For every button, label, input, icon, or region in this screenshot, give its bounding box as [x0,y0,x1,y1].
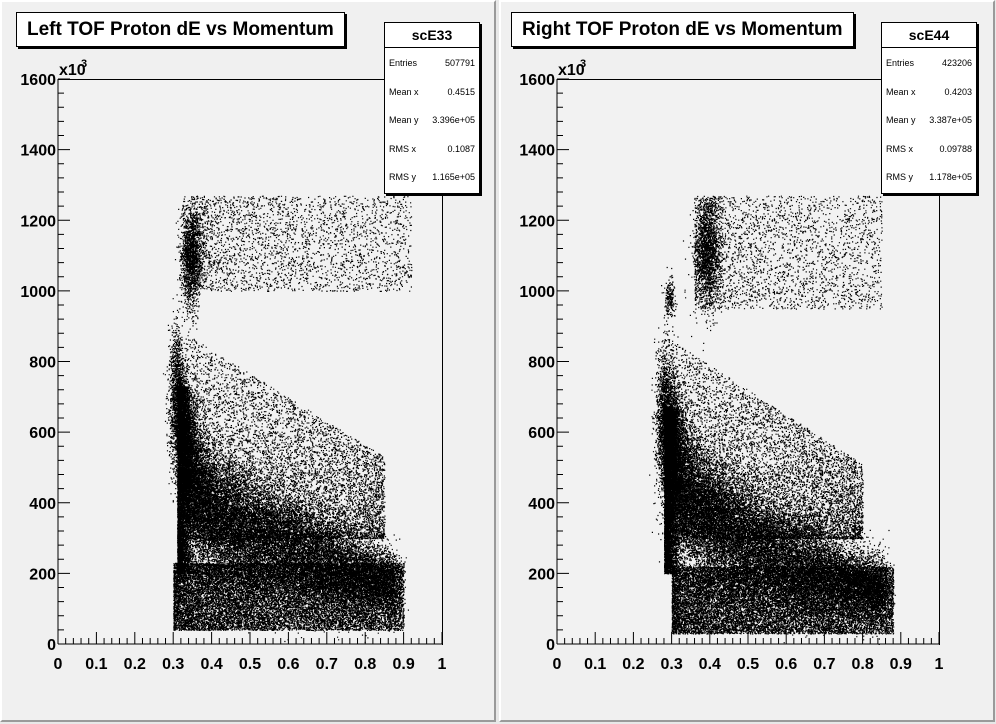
stats-row-mean-y: Mean y 3.387e+05 [882,105,976,134]
stats-label: RMS x [389,143,416,154]
stats-row-rms-x: RMS x 0.1087 [385,134,479,163]
stats-box: scE44 Entries 423206 Mean x 0.4203 Mean y 3… [881,22,977,194]
stats-label: Mean y [389,115,419,126]
stats-row-mean-x: Mean x 0.4203 [882,77,976,106]
stats-histogram-name: scE44 [882,23,976,48]
x-tick-label: 0.7 [316,656,338,673]
x-tick-label: 0.8 [354,656,376,673]
y-tick-label: 200 [29,566,56,583]
stats-value: 423206 [941,58,972,68]
x-tick-label: 0.4 [200,656,222,673]
stats-row-rms-x: RMS x 0.09788 [882,134,976,163]
y-tick-label: 1400 [20,143,56,160]
stats-row-entries: Entries 507791 [385,48,479,77]
stats-label: RMS x [886,143,913,154]
scatter-dots [162,195,413,643]
x-tick-label: 0.5 [737,656,759,673]
x-tick-label: 0.9 [890,656,912,673]
x-tick-label: 0.1 [85,656,107,673]
x-tick-label: 0 [553,656,562,673]
stats-row-mean-x: Mean x 0.4515 [385,77,479,106]
y-exponent-power: 3 [81,58,87,70]
stats-label: Mean y [886,115,916,126]
stats-value: 3.387e+05 [929,115,972,126]
scatter-dots [649,195,896,645]
stats-value: 1.165e+05 [432,172,475,183]
y-exponent-label: x10 [558,62,585,79]
stats-label: Mean x [389,86,419,97]
stats-label: Entries [886,58,915,68]
y-tick-label: 0 [47,637,56,654]
x-tick-label: 0.2 [622,656,644,673]
x-tick-label: 0.6 [775,656,797,673]
y-tick-label: 1600 [519,72,555,89]
x-tick-label: 0.4 [699,656,721,673]
stats-label: Mean x [886,86,916,97]
stats-box: scE33 Entries 507791 Mean x 0.4515 Mean y 3… [384,22,480,194]
scatter-points [162,195,413,643]
stats-label: RMS y [389,172,416,183]
x-tick-label: 0.1 [584,656,606,673]
y-tick-label: 800 [29,355,56,372]
stats-value: 0.1087 [447,143,475,154]
scatter-points [649,195,896,645]
stats-histogram-name: scE33 [385,23,479,48]
stats-row-mean-y: Mean y 3.396e+05 [385,105,479,134]
y-tick-label: 1400 [519,143,555,160]
right-scatter-plot: 0 0.1 0.2 0.3 0.4 0.5 0.6 0.7 0.8 0.9 1 0 200 400 600 8… [519,58,944,673]
y-tick-label: 1000 [20,284,56,301]
stats-row-rms-y: RMS y 1.165e+05 [385,162,479,191]
stats-row-rms-y: RMS y 1.178e+05 [882,162,976,191]
x-tick-label: 0 [54,656,63,673]
stats-row-entries: Entries 423206 [882,48,976,77]
stats-value: 3.396e+05 [432,115,475,126]
chart-title: Right TOF Proton dE vs Momentum [511,12,854,47]
x-tick-label: 0.3 [660,656,682,673]
x-tick-label: 1 [935,656,944,673]
y-tick-label: 1200 [20,213,56,230]
stats-value: 0.09788 [939,143,972,154]
y-tick-label: 200 [528,566,555,583]
stats-value: 0.4515 [447,86,475,97]
x-tick-label: 0.7 [813,656,835,673]
y-exponent-power: 3 [580,58,586,70]
y-tick-label: 800 [528,355,555,372]
stats-label: Entries [389,58,418,68]
stats-value: 507791 [444,58,475,68]
y-tick-label: 0 [546,637,555,654]
x-tick-label: 0.5 [239,656,261,673]
y-tick-label: 1600 [20,72,56,89]
left-histogram-pad: 0 0.1 0.2 0.3 0.4 0.5 0.6 0.7 0.8 0.9 1 0 200 400 600 8… [0,0,496,722]
x-tick-label: 0.3 [162,656,184,673]
y-tick-label: 400 [528,496,555,513]
y-tick-label: 600 [528,425,555,442]
y-tick-label: 1200 [519,213,555,230]
x-tick-label: 0.8 [851,656,873,673]
y-tick-label: 400 [29,496,56,513]
stats-label: RMS y [886,172,913,183]
y-tick-label: 1000 [519,284,555,301]
x-tick-label: 0.9 [392,656,414,673]
stats-value: 1.178e+05 [929,172,972,183]
right-histogram-pad: 0 0.1 0.2 0.3 0.4 0.5 0.6 0.7 0.8 0.9 1 0 200 400 600 8… [499,0,995,722]
x-tick-label: 0.6 [277,656,299,673]
x-tick-label: 0.2 [124,656,146,673]
chart-title: Left TOF Proton dE vs Momentum [16,12,345,47]
y-tick-label: 600 [29,425,56,442]
x-tick-label: 1 [438,656,447,673]
left-scatter-plot: 0 0.1 0.2 0.3 0.4 0.5 0.6 0.7 0.8 0.9 1 0 200 400 600 8… [20,58,447,673]
stats-value: 0.4203 [944,86,972,97]
y-exponent-label: x10 [59,62,86,79]
